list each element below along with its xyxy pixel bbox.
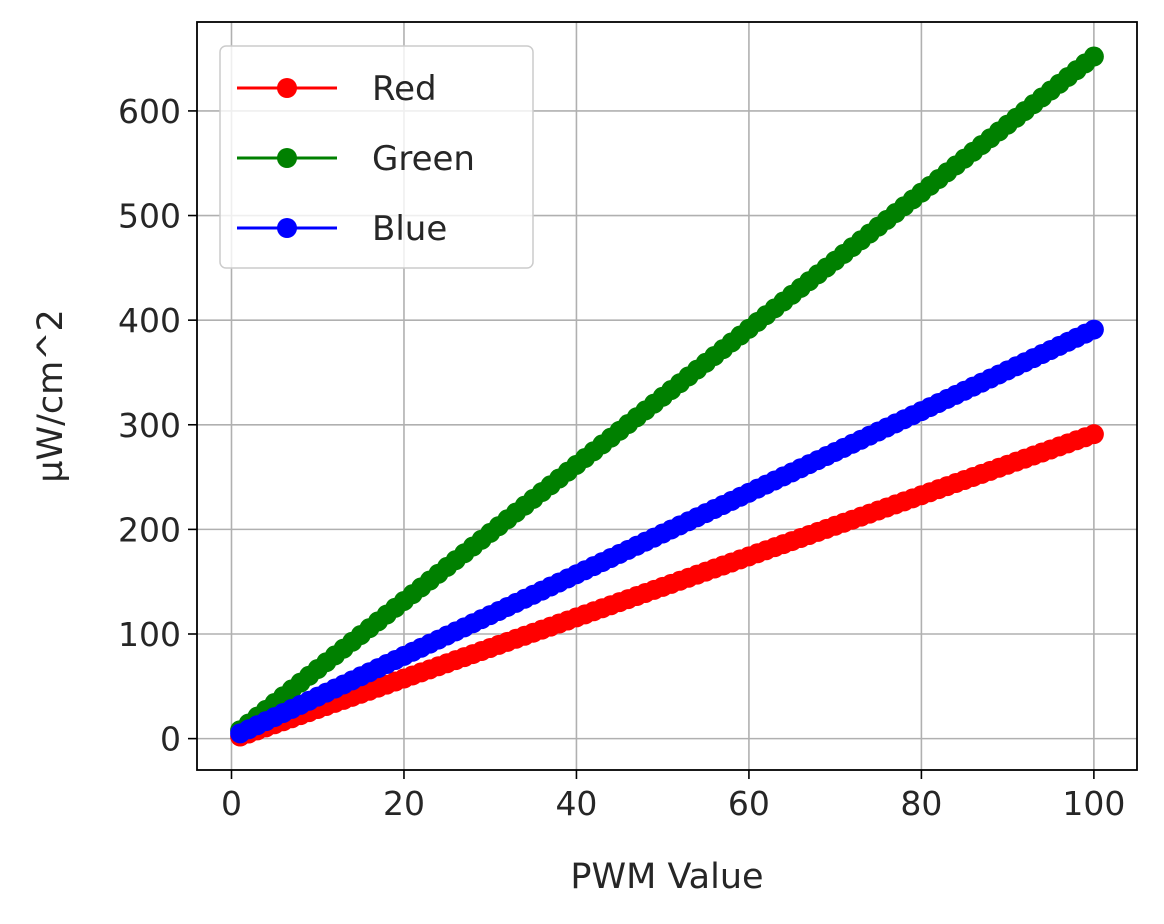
legend-label-blue: Blue xyxy=(372,209,447,249)
y-tick-label: 100 xyxy=(118,615,181,654)
series-blue xyxy=(230,319,1104,744)
data-point-red xyxy=(1083,424,1104,445)
y-axis-label: µW/cm^2 xyxy=(31,309,71,483)
data-point-green xyxy=(1083,46,1104,67)
series-lines xyxy=(230,46,1104,747)
y-tick-label: 200 xyxy=(118,510,181,549)
series-red xyxy=(230,424,1104,747)
series-green xyxy=(230,46,1104,741)
y-tick-label: 300 xyxy=(118,406,181,445)
legend-box xyxy=(219,45,534,269)
plot-frame xyxy=(196,21,1138,771)
y-tick-label: 400 xyxy=(118,301,181,340)
x-tick-label: 0 xyxy=(221,784,242,823)
legend-marker-green xyxy=(277,148,297,168)
data-point-blue xyxy=(1083,319,1104,340)
x-tick-label: 20 xyxy=(383,784,425,823)
x-tick-label: 100 xyxy=(1062,784,1125,823)
legend-marker-red xyxy=(277,78,297,98)
x-tick-label: 80 xyxy=(900,784,942,823)
y-tick-label: 0 xyxy=(160,720,181,759)
x-tick-label: 60 xyxy=(728,784,770,823)
x-tick-label: 40 xyxy=(555,784,597,823)
legend: Red Green Blue xyxy=(219,45,534,269)
x-axis-label: PWM Value xyxy=(570,857,763,897)
y-tick-label: 600 xyxy=(118,92,181,131)
legend-label-red: Red xyxy=(372,69,437,109)
axis-ticks: 0 20 40 60 80 100 0 100 200 300 400 500 600 xyxy=(118,92,1125,823)
legend-label-green: Green xyxy=(372,139,475,179)
legend-marker-blue xyxy=(277,218,297,238)
y-tick-label: 500 xyxy=(118,197,181,236)
